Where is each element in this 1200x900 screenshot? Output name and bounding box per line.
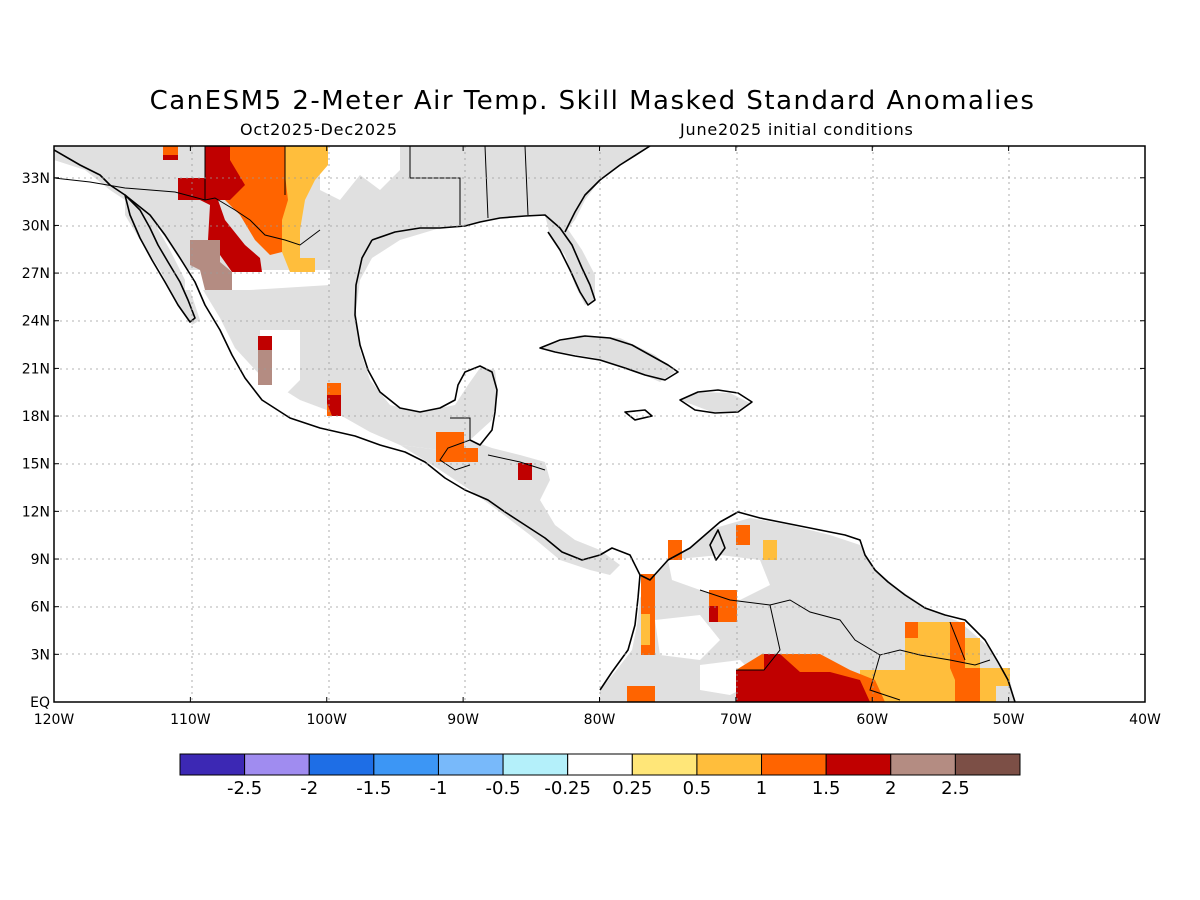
colorbar-labels: -2.5 -2 -1.5 -1 -0.5 -0.25 0.25 0.5 1 1.5 2 2.5 — [227, 778, 970, 799]
colorbar-swatch — [761, 753, 827, 776]
colorbar-label: -1.5 — [356, 778, 391, 799]
cell-yellow-east — [996, 668, 1010, 686]
cell-red-honduras — [518, 463, 532, 480]
colorbar-swatch — [179, 753, 246, 776]
cell-orange-guianas — [905, 622, 918, 638]
colorbar-swatch — [954, 753, 1021, 776]
cell-orange-venezuela-b — [736, 525, 750, 545]
gridlines — [54, 146, 1145, 702]
cell-yellow-colombia — [641, 614, 650, 645]
lon-label: 110W — [170, 712, 211, 728]
lat-label: 24N — [22, 314, 50, 330]
colorbar-label: 0.5 — [683, 778, 712, 799]
lon-label: 100W — [306, 712, 347, 728]
colorbar-swatch — [890, 753, 956, 776]
colorbar-label: 1 — [756, 778, 767, 799]
borders — [54, 146, 991, 701]
colorbar-label: 2 — [885, 778, 896, 799]
lon-label: 90W — [447, 712, 479, 728]
colorbar-label: 1.5 — [812, 778, 841, 799]
cell-red-north — [178, 146, 262, 272]
cell-orange-top — [163, 146, 178, 155]
cell-red-central-a — [258, 336, 272, 350]
colorbar-swatch — [631, 753, 698, 776]
lat-label: 33N — [22, 171, 50, 187]
colorbar-swatch — [502, 753, 569, 776]
land-baja — [125, 195, 200, 325]
colorbar-swatch — [373, 753, 439, 776]
lat-label: 21N — [22, 361, 50, 377]
land-central-america — [400, 440, 620, 575]
cell-red-central-b — [327, 395, 341, 416]
cell-brown-central — [258, 345, 272, 385]
colorbar-swatch — [437, 753, 504, 776]
colorbar-swatch — [244, 753, 310, 776]
colorbar-swatch — [696, 753, 763, 776]
land-cuba — [540, 335, 675, 382]
lon-label: 70W — [720, 712, 752, 728]
latitude-labels: EQ 3N 6N 9N 12N 15N 18N 21N 24N 27N 30N 33N — [22, 171, 50, 711]
lat-label: 30N — [22, 218, 50, 234]
lat-label: 18N — [22, 409, 50, 425]
cell-orange-colombia-s — [627, 686, 655, 702]
coastlines — [54, 146, 1016, 702]
land-usa — [54, 146, 650, 450]
lat-label: EQ — [30, 695, 50, 711]
lon-label: 40W — [1129, 712, 1161, 728]
land-florida — [545, 215, 595, 305]
colorbar-label: -2 — [300, 778, 318, 799]
lon-label: 50W — [993, 712, 1025, 728]
lon-label: 80W — [584, 712, 616, 728]
lon-label: 60W — [856, 712, 888, 728]
colorbar-label: -2.5 — [227, 778, 262, 799]
colorbar-label: 0.25 — [612, 778, 652, 799]
lat-label: 27N — [22, 266, 50, 282]
longitude-labels: 120W 110W 100W 90W 80W 70W 60W 50W 40W — [34, 712, 1161, 728]
land-hispaniola — [680, 392, 750, 412]
colorbar-swatch — [825, 753, 892, 776]
initial-conditions: June2025 initial conditions — [680, 120, 914, 139]
cell-red-amazon — [736, 654, 870, 702]
colorbar-label: -0.5 — [486, 778, 521, 799]
lat-label: 15N — [22, 457, 50, 473]
cell-yellow-venezuela — [763, 540, 777, 560]
cell-red-venezuela-s — [709, 606, 718, 622]
lat-label: 6N — [31, 600, 50, 616]
colorbar-label: -1 — [429, 778, 447, 799]
lat-label: 12N — [22, 504, 50, 520]
cell-orange-guatemala — [436, 432, 478, 462]
colorbar-label: 2.5 — [941, 778, 970, 799]
map-title: CanESM5 2-Meter Air Temp. Skill Masked S… — [149, 86, 1036, 116]
lat-label: 9N — [31, 552, 50, 568]
colorbar-swatch — [567, 753, 633, 776]
colorbar — [179, 753, 1021, 776]
cell-brown-sonora — [190, 240, 232, 290]
lat-label: 3N — [31, 647, 50, 663]
lon-label: 120W — [34, 712, 75, 728]
forecast-period: Oct2025-Dec2025 — [240, 120, 398, 139]
colorbar-label: -0.25 — [544, 778, 591, 799]
cell-yellow-north — [282, 146, 328, 272]
axis-ticks — [53, 146, 1146, 703]
map-area — [54, 146, 1145, 702]
colorbar-swatch — [308, 753, 375, 776]
